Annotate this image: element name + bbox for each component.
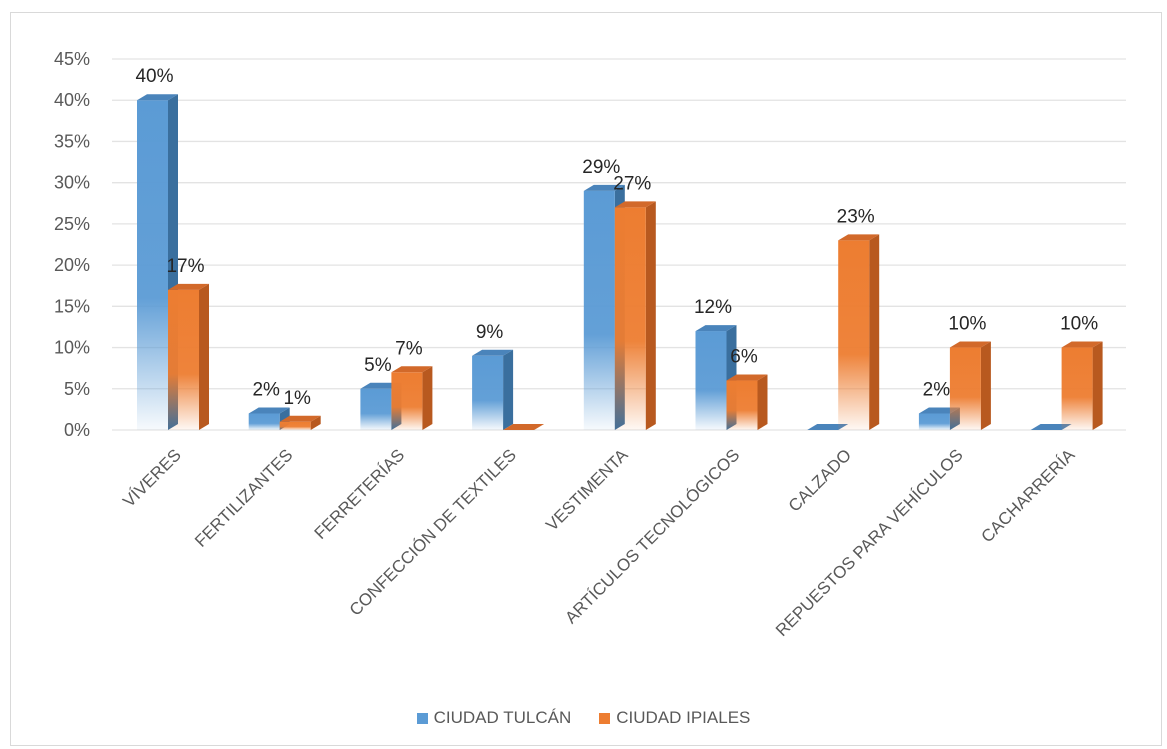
- bar: [248, 407, 290, 430]
- legend-swatch-tulcan: [416, 712, 428, 724]
- data-label: 1%: [283, 388, 311, 409]
- y-tick-label: 45%: [54, 49, 90, 69]
- bar: [695, 325, 737, 430]
- bar: [838, 234, 880, 430]
- bar: [279, 415, 321, 430]
- data-label: 2%: [923, 380, 951, 401]
- data-label: 6%: [730, 347, 758, 368]
- bar: [807, 424, 849, 430]
- x-tick-label: CALZADO: [785, 445, 855, 515]
- legend-swatch-ipiales: [599, 712, 611, 724]
- chart-frame: [10, 12, 1162, 746]
- y-tick-label: 40%: [54, 90, 90, 110]
- bar: [726, 374, 768, 430]
- data-label: 40%: [135, 66, 173, 87]
- y-tick-label: 10%: [54, 338, 90, 358]
- y-tick-label: 5%: [64, 379, 90, 399]
- x-tick-label: ARTÍCULOS TECNOLÓGICOS: [561, 445, 743, 627]
- bar: [1030, 424, 1072, 430]
- bar: [949, 341, 991, 430]
- legend: CIUDAD TULCÁN CIUDAD IPIALES: [0, 706, 1167, 730]
- data-label: 12%: [694, 297, 732, 318]
- data-label: 27%: [613, 173, 651, 194]
- bar: [472, 349, 514, 430]
- x-tick-label: VESTIMENTA: [542, 445, 632, 535]
- legend-item-ipiales: CIUDAD IPIALES: [599, 708, 750, 728]
- x-tick-label: REPUESTOS PARA VEHÍCULOS: [772, 445, 967, 640]
- y-tick-label: 35%: [54, 131, 90, 151]
- bar: [168, 283, 209, 430]
- bar: [391, 366, 433, 430]
- legend-label-tulcan: CIUDAD TULCÁN: [433, 708, 572, 727]
- y-tick-label: 0%: [64, 420, 90, 440]
- data-label: 9%: [476, 322, 504, 343]
- x-tick-label: FERRETERÍAS: [311, 445, 409, 543]
- y-tick-label: 25%: [54, 214, 90, 234]
- bar: [503, 424, 545, 430]
- data-label: 10%: [1060, 314, 1098, 335]
- y-tick-label: 30%: [54, 173, 90, 193]
- y-tick-label: 15%: [54, 296, 90, 316]
- data-label: 2%: [252, 380, 280, 401]
- data-label: 29%: [582, 157, 620, 178]
- legend-item-tulcan: CIUDAD TULCÁN: [416, 708, 572, 728]
- legend-label-ipiales: CIUDAD IPIALES: [616, 708, 751, 727]
- x-tick-label: VÍVERES: [119, 445, 185, 511]
- data-label: 17%: [166, 256, 204, 277]
- x-tick-label: FERTILIZANTES: [191, 445, 296, 550]
- x-tick-label: CACHARRERÍA: [977, 445, 1078, 546]
- data-label: 7%: [395, 338, 423, 359]
- data-label: 10%: [948, 314, 986, 335]
- y-tick-label: 20%: [54, 255, 90, 275]
- bar: [1061, 341, 1103, 430]
- bar: [614, 201, 656, 430]
- data-label: 23%: [837, 206, 875, 227]
- data-label: 5%: [364, 355, 392, 376]
